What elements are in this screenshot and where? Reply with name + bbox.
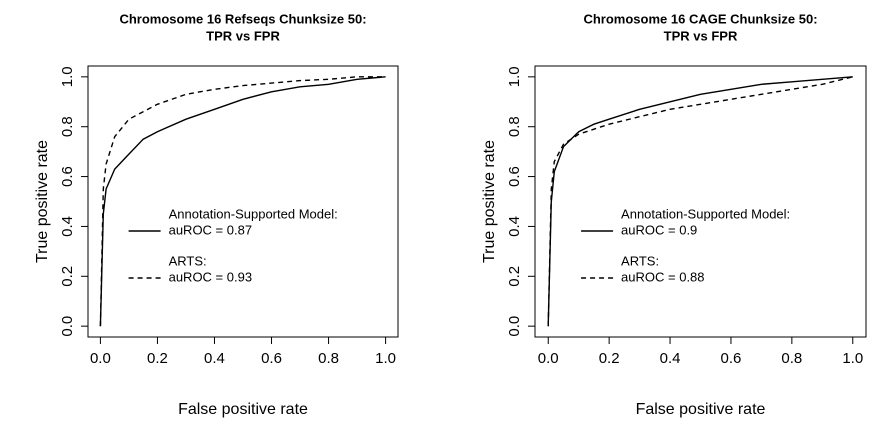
y-tick-label: 0.6 [506, 166, 523, 187]
y-tick-label: 0.6 [59, 166, 76, 187]
legend-name: ARTS: [621, 253, 659, 268]
roc-line [99, 76, 386, 327]
y-tick-label: 0.2 [506, 266, 523, 287]
x-tick-label: 0.4 [204, 350, 225, 367]
plot-frame [87, 65, 399, 338]
legend-label: auROC = 0.88 [621, 269, 704, 284]
chart: Chromosome 16 CAGE Chunksize 50: TPR vs F… [481, 11, 867, 418]
chart-title: TPR vs FPR [664, 28, 738, 43]
legend-label: auROC = 0.93 [169, 269, 252, 284]
legend-name: Annotation-Supported Model: [621, 206, 790, 221]
chart: Chromosome 16 Refseqs Chunksize 50: TPR v… [34, 11, 399, 418]
x-tick-label: 0.2 [147, 350, 168, 367]
x-tick-label: 0.8 [318, 350, 339, 367]
x-tick-label: 0.0 [538, 350, 559, 367]
x-axis-label: False positive rate [178, 401, 308, 418]
x-tick-label: 0.6 [721, 350, 742, 367]
chart-title: TPR vs FPR [206, 28, 280, 43]
chart-title: Chromosome 16 CAGE Chunksize 50: [583, 11, 817, 26]
x-tick-label: 0.4 [660, 350, 681, 367]
y-axis-label: True positive rate [481, 140, 498, 263]
y-tick-label: 0.8 [506, 116, 523, 137]
roc-line [547, 76, 853, 327]
legend-label: auROC = 0.9 [621, 222, 697, 237]
y-tick-label: 0.0 [59, 316, 76, 337]
legend-label: auROC = 0.87 [169, 222, 252, 237]
legend-name: ARTS: [169, 253, 207, 268]
x-tick-label: 0.8 [781, 350, 802, 367]
y-tick-label: 0.2 [59, 266, 76, 287]
y-tick-label: 0.8 [59, 116, 76, 137]
x-tick-label: 0.0 [90, 350, 111, 367]
y-tick-label: 0.4 [59, 216, 76, 237]
x-tick-label: 0.2 [599, 350, 620, 367]
y-tick-label: 1.0 [59, 66, 76, 87]
roc-line [99, 76, 386, 327]
x-tick-label: 1.0 [375, 350, 396, 367]
chart-title: Chromosome 16 Refseqs Chunksize 50: [119, 11, 366, 26]
roc-line [547, 76, 853, 327]
x-tick-label: 0.6 [261, 350, 282, 367]
plot-frame [534, 65, 867, 338]
y-axis-label: True positive rate [34, 140, 51, 263]
x-axis-label: False positive rate [636, 401, 766, 418]
y-tick-label: 0.0 [506, 316, 523, 337]
y-tick-label: 0.4 [506, 216, 523, 237]
x-tick-label: 1.0 [842, 350, 863, 367]
y-tick-label: 1.0 [506, 66, 523, 87]
legend-name: Annotation-Supported Model: [169, 206, 338, 221]
